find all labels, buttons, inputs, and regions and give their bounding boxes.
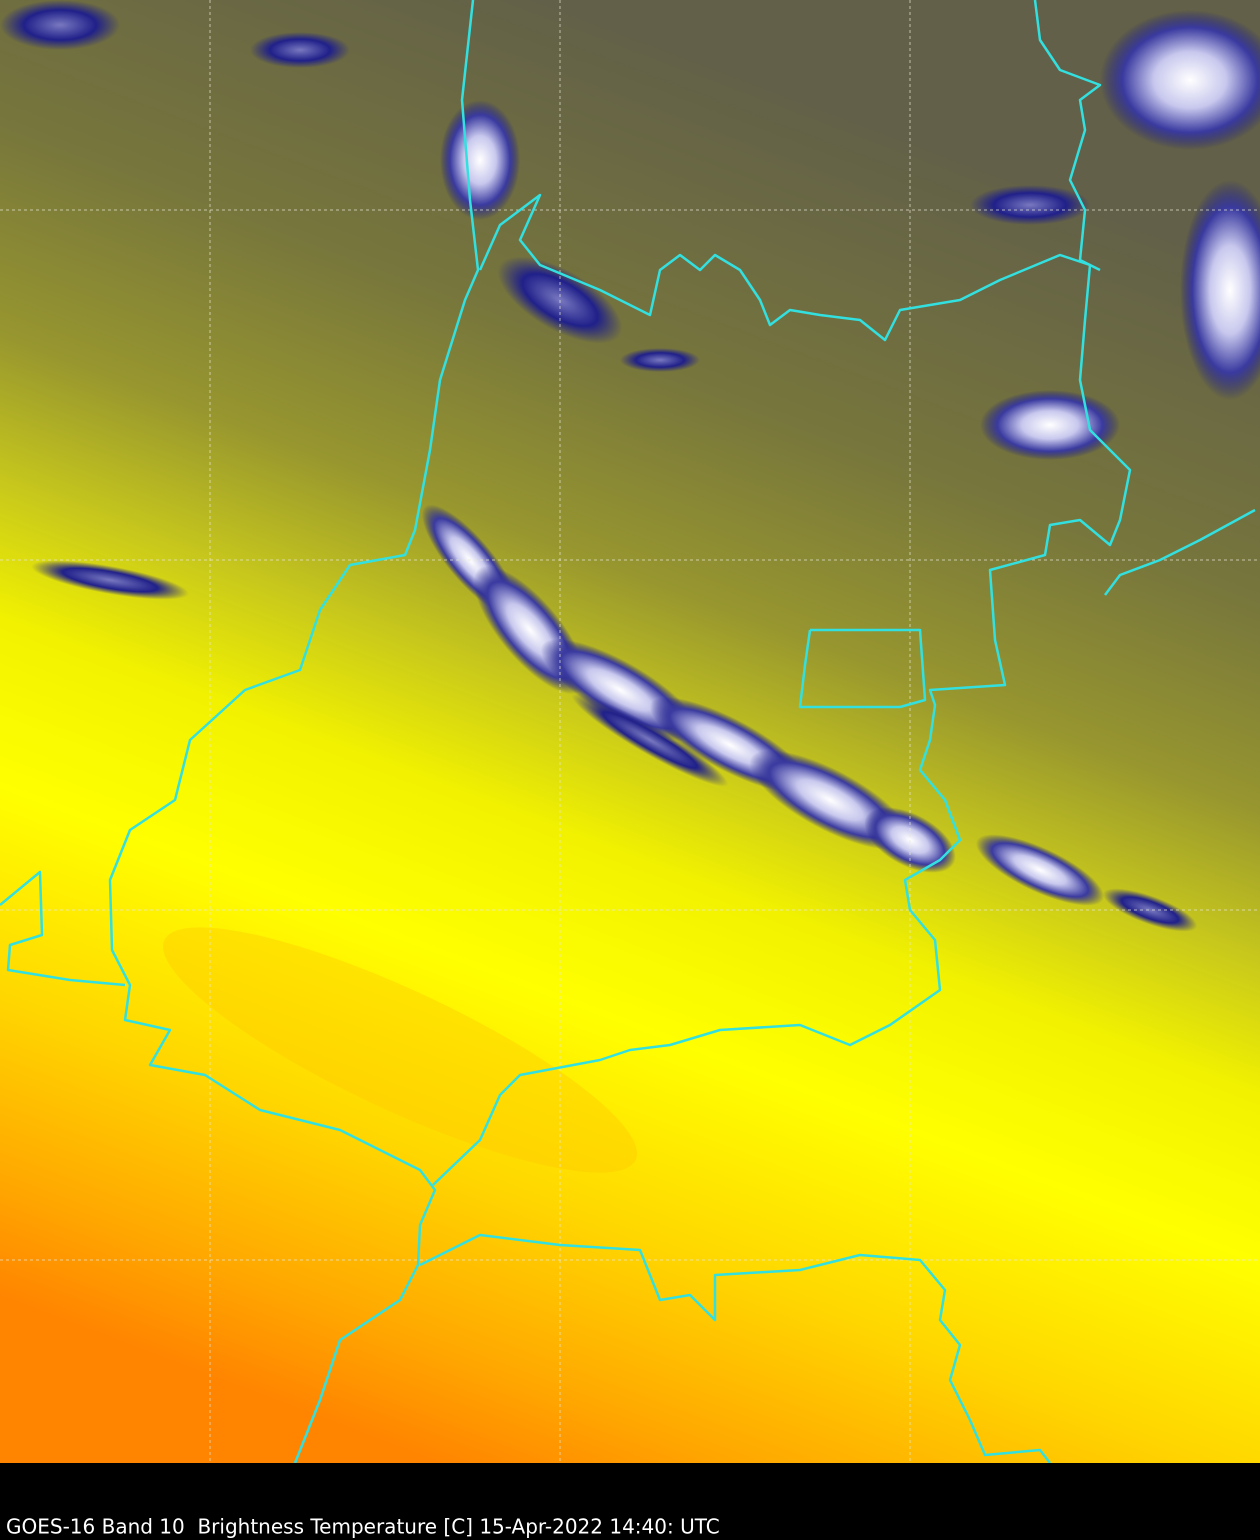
warm-patch bbox=[162, 927, 638, 1173]
borders bbox=[0, 0, 1256, 1464]
grid bbox=[0, 0, 1260, 1463]
caption: GOES-16 Band 10 Brightness Temperature [… bbox=[6, 1515, 720, 1539]
caption-bar bbox=[0, 1463, 1260, 1540]
cloud-band bbox=[0, 0, 1260, 932]
